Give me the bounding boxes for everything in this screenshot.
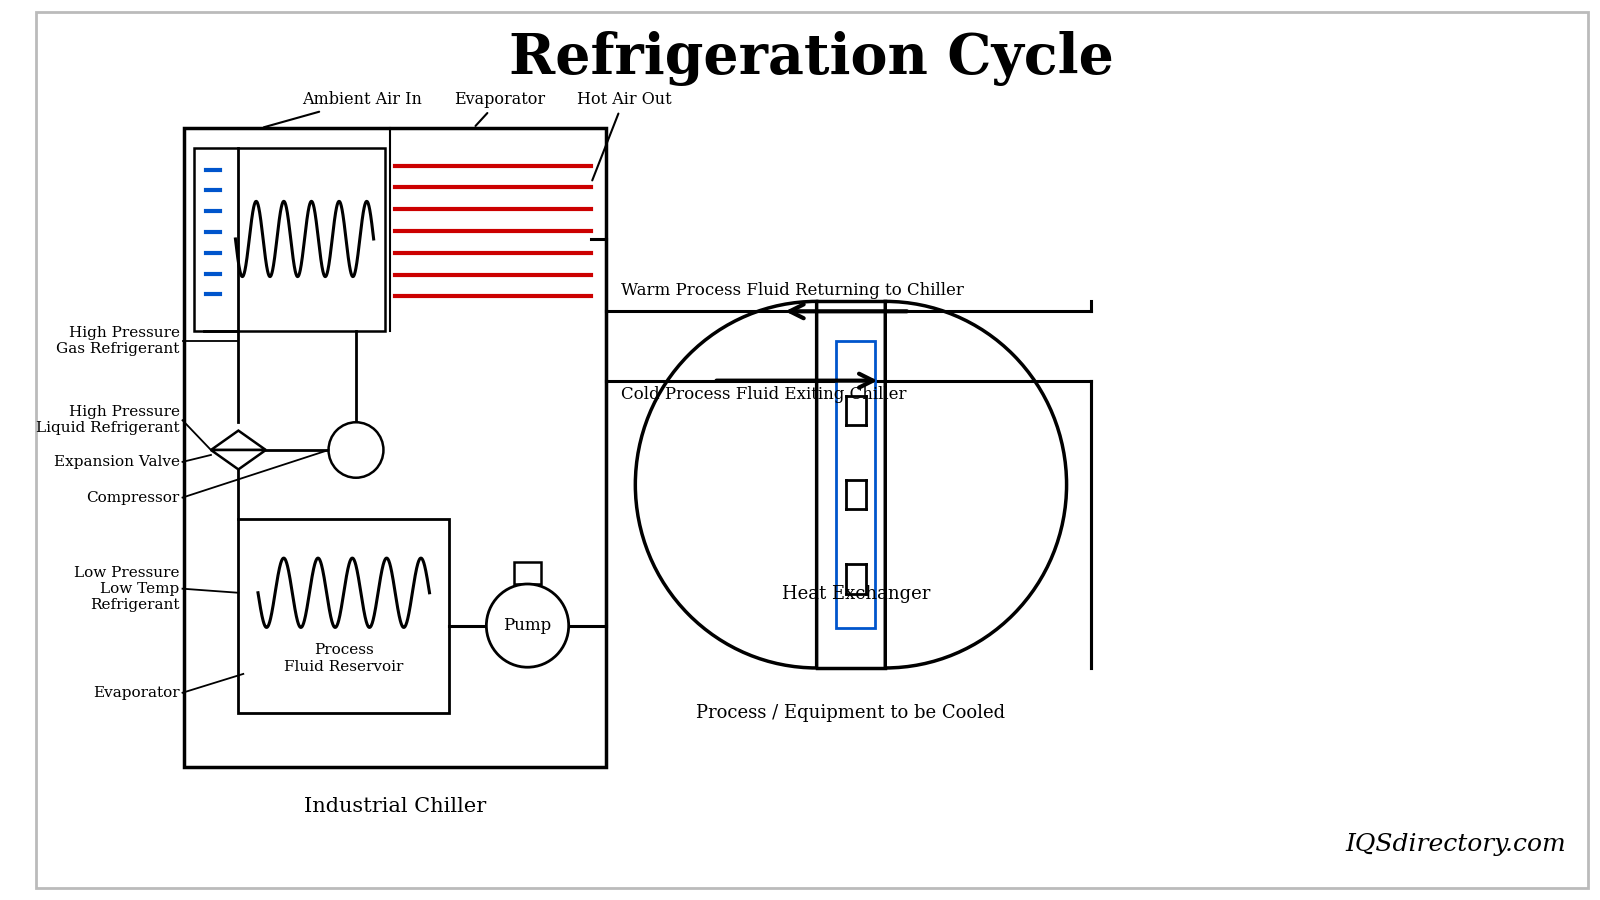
Text: Refrigeration Cycle: Refrigeration Cycle — [509, 32, 1114, 86]
Text: Process
Fluid Reservoir: Process Fluid Reservoir — [285, 644, 403, 673]
Text: Ambient Air In: Ambient Air In — [264, 91, 422, 127]
Circle shape — [328, 422, 384, 478]
Text: Pump: Pump — [504, 617, 552, 634]
Text: Heat Exchanger: Heat Exchanger — [782, 585, 930, 603]
Bar — [816, 302, 885, 668]
Bar — [184, 128, 606, 767]
Circle shape — [486, 584, 568, 667]
Text: Compressor: Compressor — [86, 491, 179, 505]
Wedge shape — [635, 302, 816, 668]
Text: IQSdirectory.com: IQSdirectory.com — [1346, 833, 1566, 856]
Bar — [194, 148, 386, 331]
Text: Low Pressure
Low Temp
Refrigerant: Low Pressure Low Temp Refrigerant — [74, 565, 179, 612]
Wedge shape — [885, 302, 1067, 668]
Text: High Pressure
Gas Refrigerant: High Pressure Gas Refrigerant — [56, 326, 179, 356]
Text: High Pressure
Liquid Refrigerant: High Pressure Liquid Refrigerant — [35, 405, 179, 436]
Polygon shape — [211, 450, 266, 470]
Text: Process / Equipment to be Cooled: Process / Equipment to be Cooled — [696, 704, 1005, 722]
Text: Evaporator: Evaporator — [454, 91, 546, 126]
Polygon shape — [211, 430, 266, 450]
Text: Cold Process Fluid Exiting Chiller: Cold Process Fluid Exiting Chiller — [621, 385, 906, 402]
Text: Expansion Valve: Expansion Valve — [53, 454, 179, 469]
Text: Warm Process Fluid Returning to Chiller: Warm Process Fluid Returning to Chiller — [621, 283, 963, 300]
Bar — [514, 562, 541, 584]
Bar — [837, 341, 875, 628]
Bar — [238, 519, 450, 713]
Text: Hot Air Out: Hot Air Out — [576, 91, 670, 180]
Text: Industrial Chiller: Industrial Chiller — [304, 797, 486, 816]
Text: Evaporator: Evaporator — [93, 686, 179, 699]
